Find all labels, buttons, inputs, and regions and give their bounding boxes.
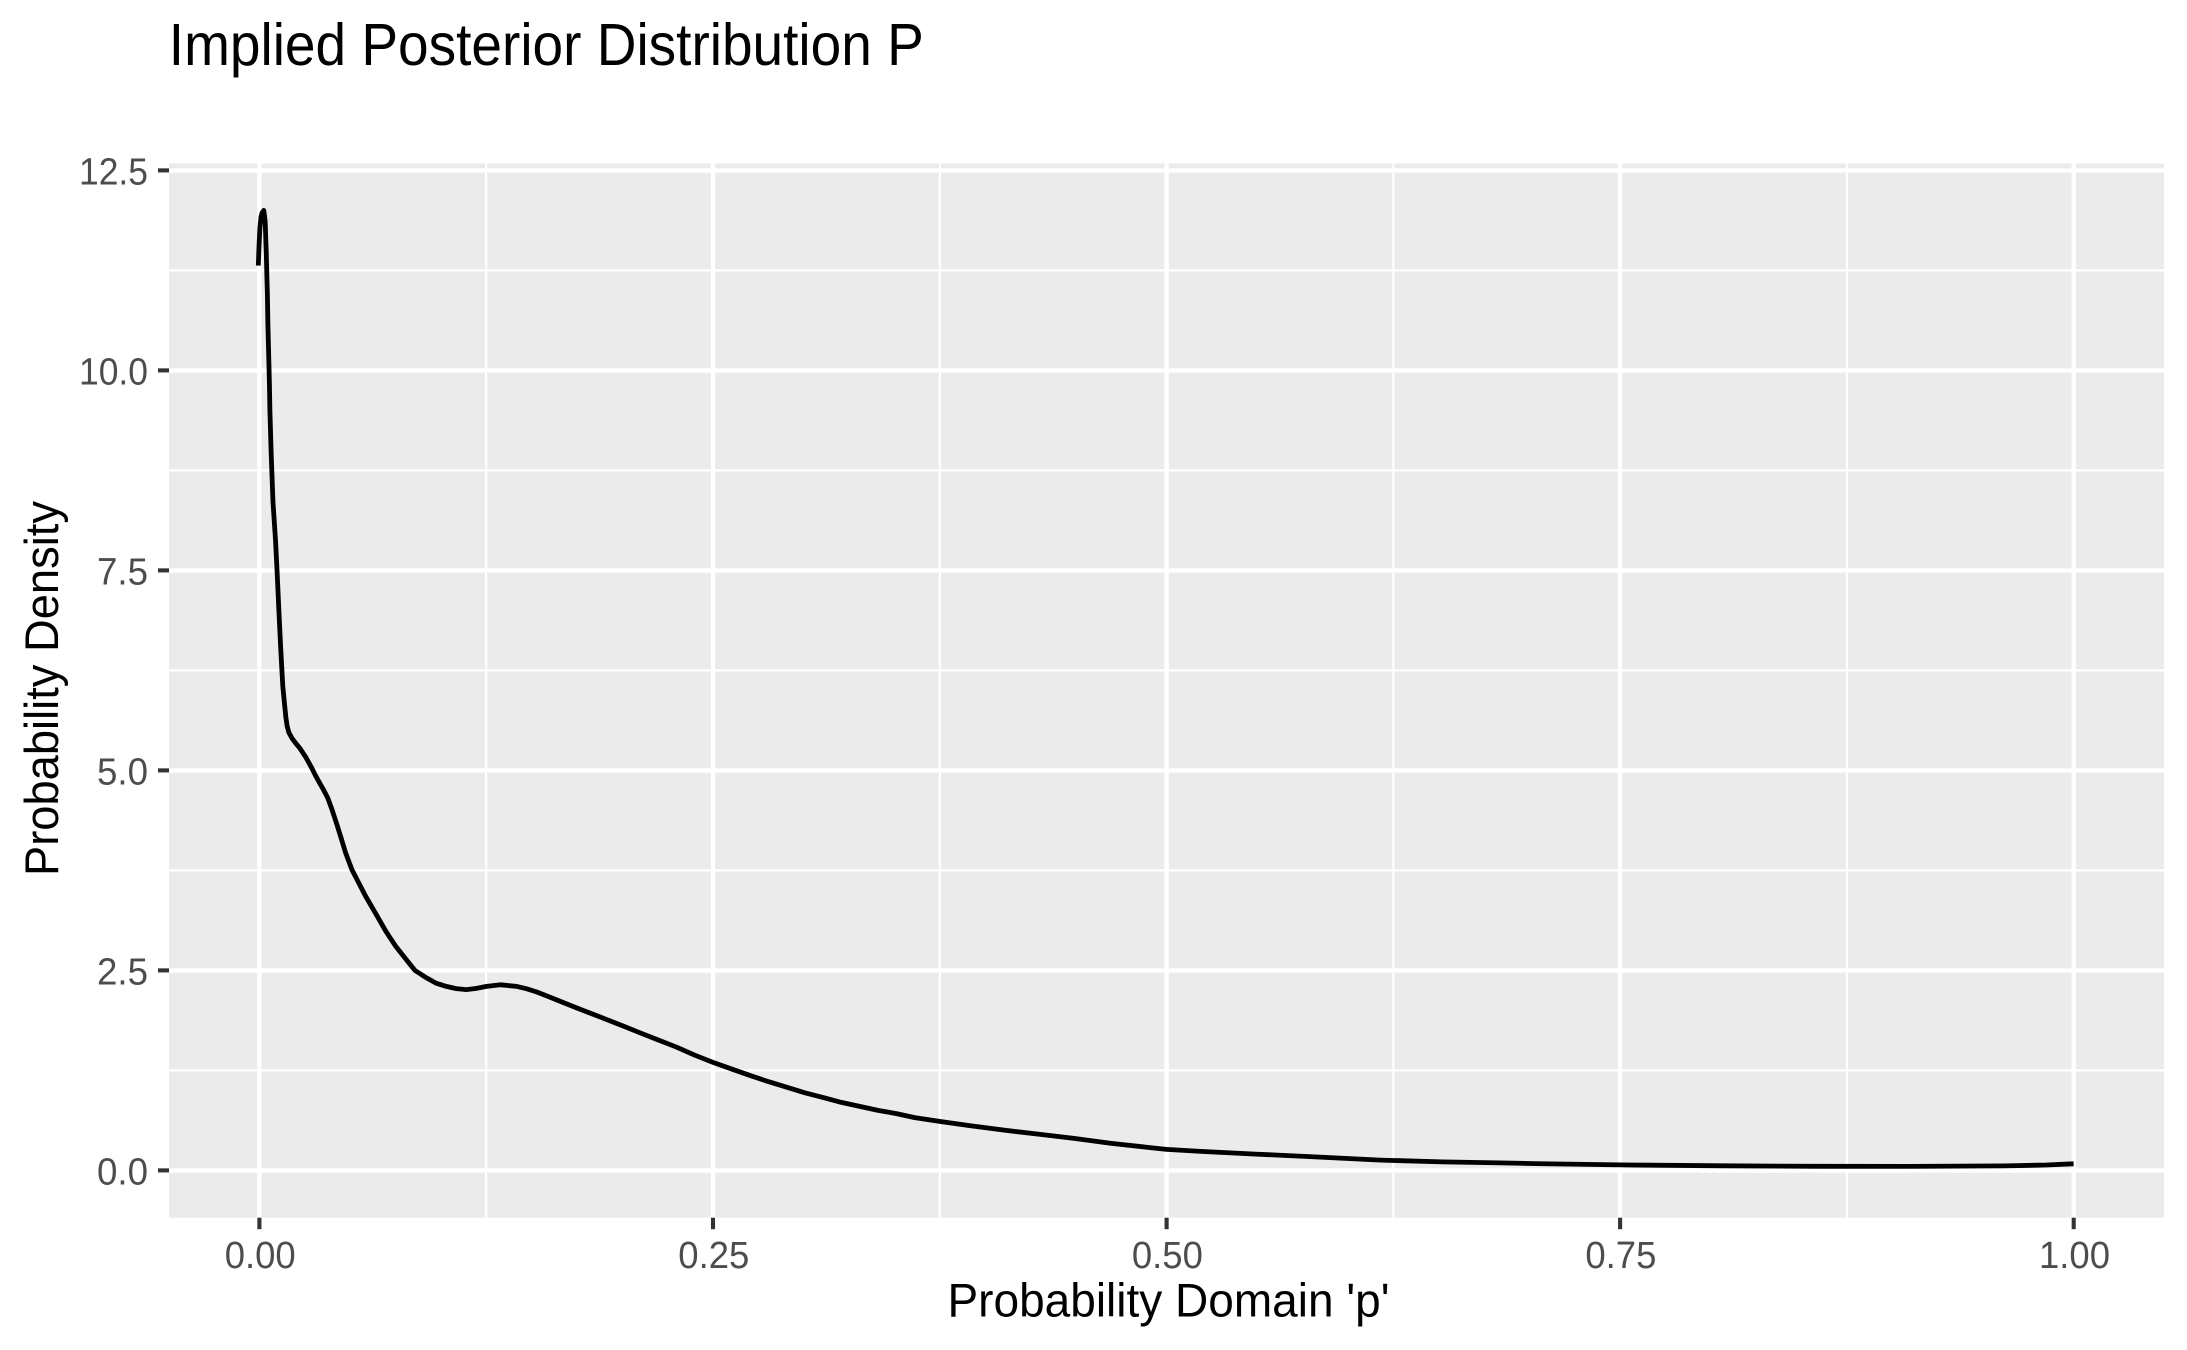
svg-text:2.5: 2.5 [97, 952, 148, 994]
svg-text:0.50: 0.50 [1132, 1235, 1203, 1277]
svg-text:1.00: 1.00 [2039, 1235, 2110, 1277]
svg-text:5.0: 5.0 [97, 752, 148, 794]
svg-text:0.25: 0.25 [678, 1235, 749, 1277]
svg-text:12.5: 12.5 [79, 152, 148, 194]
svg-text:Probability Domain 'p': Probability Domain 'p' [948, 1274, 1390, 1327]
svg-text:0.0: 0.0 [97, 1152, 148, 1194]
svg-text:Implied Posterior Distribution: Implied Posterior Distribution P [169, 12, 924, 78]
svg-text:10.0: 10.0 [79, 352, 148, 394]
svg-text:0.00: 0.00 [225, 1235, 296, 1277]
svg-text:Probability Density: Probability Density [15, 501, 68, 876]
svg-text:7.5: 7.5 [97, 552, 148, 594]
svg-text:0.75: 0.75 [1585, 1235, 1656, 1277]
